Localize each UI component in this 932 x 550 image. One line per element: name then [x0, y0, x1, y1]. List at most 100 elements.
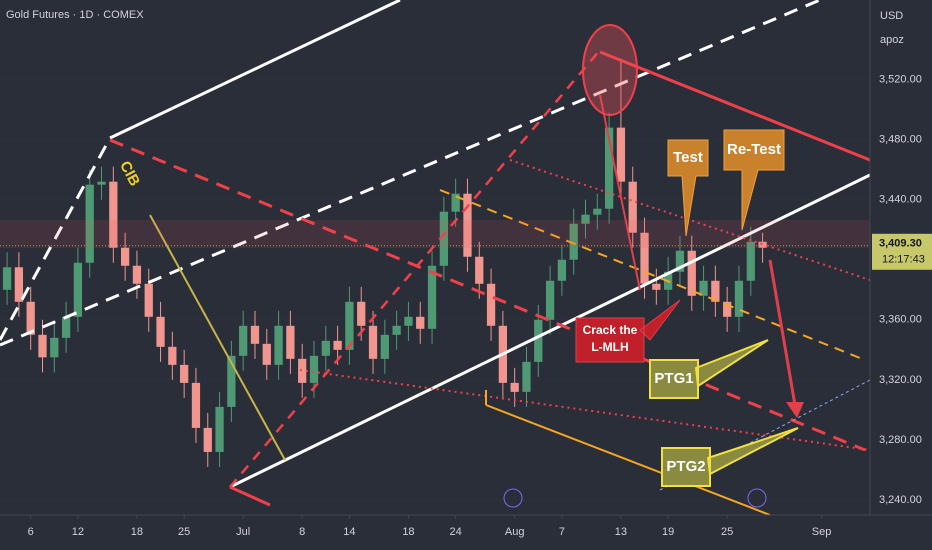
zone — [0, 220, 870, 248]
candle-body — [699, 280, 708, 296]
chart-title: Gold Futures · 1D · COMEX — [6, 9, 144, 21]
candle-body — [569, 223, 578, 260]
candle-body — [168, 346, 177, 365]
event-icon[interactable] — [747, 488, 767, 508]
yellow-line — [149, 214, 286, 461]
candle-body — [510, 382, 519, 392]
candle-body — [534, 319, 543, 362]
candle-body — [404, 316, 413, 326]
candle-body — [298, 358, 307, 383]
candle-body — [61, 316, 71, 338]
x-tick-label: 8 — [299, 526, 305, 538]
orange-lower — [485, 404, 771, 516]
x-tick-label: 25 — [178, 526, 190, 538]
candle-body — [545, 280, 555, 320]
x-tick-label: Jul — [236, 526, 250, 538]
candle-body — [652, 283, 661, 290]
x-tick-label: 7 — [559, 526, 565, 538]
candle-body — [746, 241, 755, 281]
candle-body — [758, 241, 767, 248]
candle-body — [616, 127, 626, 182]
candle-body — [581, 214, 590, 224]
top-circle — [582, 24, 638, 116]
candle-body — [557, 259, 567, 281]
candle-body — [368, 325, 378, 359]
annotations: CIB Test Re-Test Crack the L-MLH PTG1 PT… — [116, 129, 799, 508]
bubble-ptg2 — [661, 427, 799, 487]
candle-body — [392, 325, 401, 335]
note-crack: L-MLH — [591, 340, 628, 354]
candle-body — [132, 265, 142, 284]
countdown: 12:17:43 — [882, 254, 925, 266]
last-price-label: 3,409.30 — [879, 238, 922, 250]
candle-body — [144, 283, 153, 317]
candle-body — [286, 325, 295, 359]
candle-body — [109, 181, 118, 248]
note-ptg2: PTG2 — [666, 458, 705, 475]
candle-body — [522, 361, 531, 392]
red-handle — [229, 49, 601, 488]
candle-body — [73, 262, 83, 317]
candle-body — [215, 406, 224, 452]
red-arrow — [768, 259, 797, 406]
candle-body — [628, 181, 637, 233]
candle-body — [463, 193, 472, 257]
candle-body — [345, 301, 354, 350]
candle-body — [640, 232, 649, 284]
bubble-retest — [723, 129, 785, 231]
candle-body — [333, 340, 342, 350]
bubble-ptg1 — [649, 339, 769, 399]
note-crack: Crack the — [583, 323, 638, 337]
candle-body — [227, 355, 236, 407]
currency: USD — [880, 10, 903, 22]
red-arrow — [599, 94, 641, 291]
event-icon[interactable] — [503, 488, 523, 508]
y-tick-label: 3,320.00 — [879, 374, 922, 386]
x-tick-label: 14 — [343, 526, 355, 538]
median-lower — [229, 173, 871, 489]
candle-body — [262, 343, 271, 365]
red-upper — [599, 50, 871, 162]
orange-median — [439, 189, 866, 361]
candle-body — [239, 325, 248, 356]
y-tick-label: 3,520.00 — [879, 73, 922, 85]
candle-body — [191, 382, 201, 428]
candle-body — [38, 334, 47, 358]
x-tick-label: Aug — [505, 526, 525, 538]
candle-body — [723, 301, 732, 317]
candle-body — [451, 193, 460, 212]
bubble-test — [667, 139, 709, 237]
y-tick-label: 3,240.00 — [879, 494, 922, 506]
candle-body — [734, 280, 744, 317]
candle-body — [439, 211, 448, 266]
candle-body — [687, 250, 696, 296]
candle-body — [427, 265, 437, 329]
candle-body — [604, 127, 614, 209]
candle-body — [416, 316, 425, 329]
note-ptg1: PTG1 — [654, 370, 693, 387]
x-tick-label: 13 — [615, 526, 627, 538]
red-median — [109, 138, 866, 452]
candle-body — [97, 181, 106, 185]
candle-body — [180, 364, 189, 383]
candle-body — [309, 355, 319, 383]
candle-body — [2, 267, 12, 290]
candle-body — [593, 208, 602, 215]
arrow-head — [786, 402, 804, 418]
candle-body — [156, 316, 165, 347]
grid — [0, 79, 870, 501]
y-tick-label: 3,480.00 — [879, 134, 922, 146]
drawings — [0, 0, 871, 516]
candle-body — [475, 256, 484, 284]
user: apoz — [880, 34, 904, 46]
candle-body — [357, 301, 366, 326]
candle-body — [26, 301, 35, 335]
median-line — [0, 0, 821, 347]
x-tick-label: 19 — [662, 526, 674, 538]
x-tick-label: 6 — [28, 526, 34, 538]
median-upper — [109, 0, 401, 140]
note-retest: Re-Test — [727, 141, 781, 158]
